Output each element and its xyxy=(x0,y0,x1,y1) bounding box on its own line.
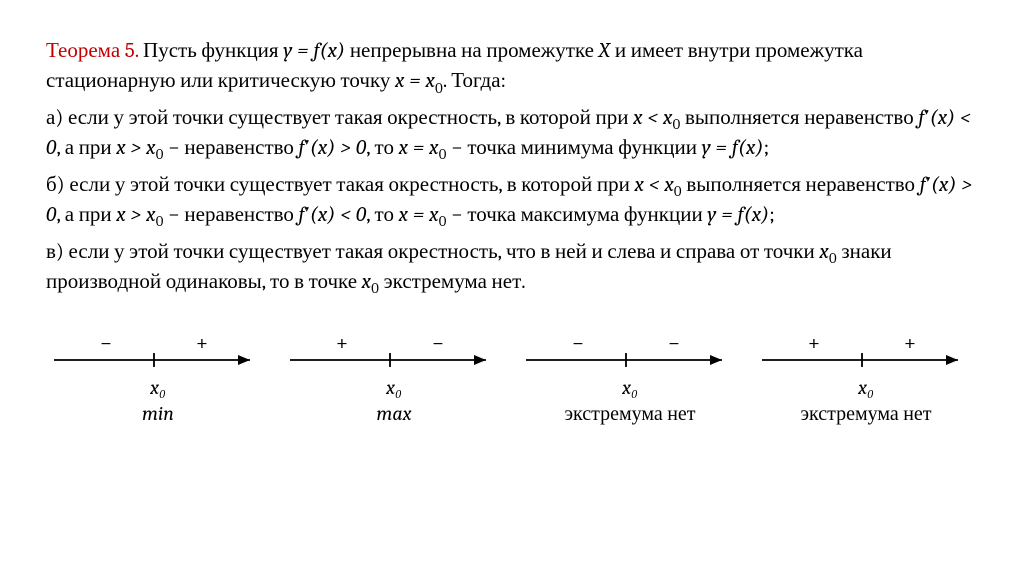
right-sign: − xyxy=(668,332,680,356)
left-sign: − xyxy=(100,332,112,356)
theorem-intro: Теорема 5. Пусть функция y = f(x) непрер… xyxy=(46,36,978,97)
sign-diagrams: −+x₀min+−x₀max−−x₀экстремума нет++x₀экст… xyxy=(46,332,978,452)
caption: экстремума нет xyxy=(758,402,974,426)
left-sign: + xyxy=(808,332,820,356)
point-label: x₀ xyxy=(286,376,502,400)
part-b: б) если у этой точки существует такая ок… xyxy=(46,170,978,231)
axis-svg: −− xyxy=(522,332,738,378)
caption: max xyxy=(286,402,502,425)
sign-diagram-0: −+x₀min xyxy=(50,332,266,452)
axis-svg: ++ xyxy=(758,332,974,378)
point-label: x₀ xyxy=(758,376,974,400)
axis-svg: +− xyxy=(286,332,502,378)
theorem-title: Теорема 5. xyxy=(46,39,138,63)
intro-text: Пусть функция y = f(x) непрерывна на про… xyxy=(46,39,863,93)
right-sign: + xyxy=(904,332,916,356)
point-label: x₀ xyxy=(522,376,738,400)
axis-svg: −+ xyxy=(50,332,266,378)
right-sign: + xyxy=(196,332,208,356)
caption: min xyxy=(50,402,266,425)
caption: экстремума нет xyxy=(522,402,738,426)
sign-diagram-3: ++x₀экстремума нет xyxy=(758,332,974,452)
part-c: в) если у этой точки существует такая ок… xyxy=(46,237,978,298)
left-sign: − xyxy=(572,332,584,356)
sign-diagram-1: +−x₀max xyxy=(286,332,502,452)
point-label: x₀ xyxy=(50,376,266,400)
part-a: а) если у этой точки существует такая ок… xyxy=(46,103,978,164)
right-sign: − xyxy=(432,332,444,356)
sign-diagram-2: −−x₀экстремума нет xyxy=(522,332,738,452)
left-sign: + xyxy=(336,332,348,356)
